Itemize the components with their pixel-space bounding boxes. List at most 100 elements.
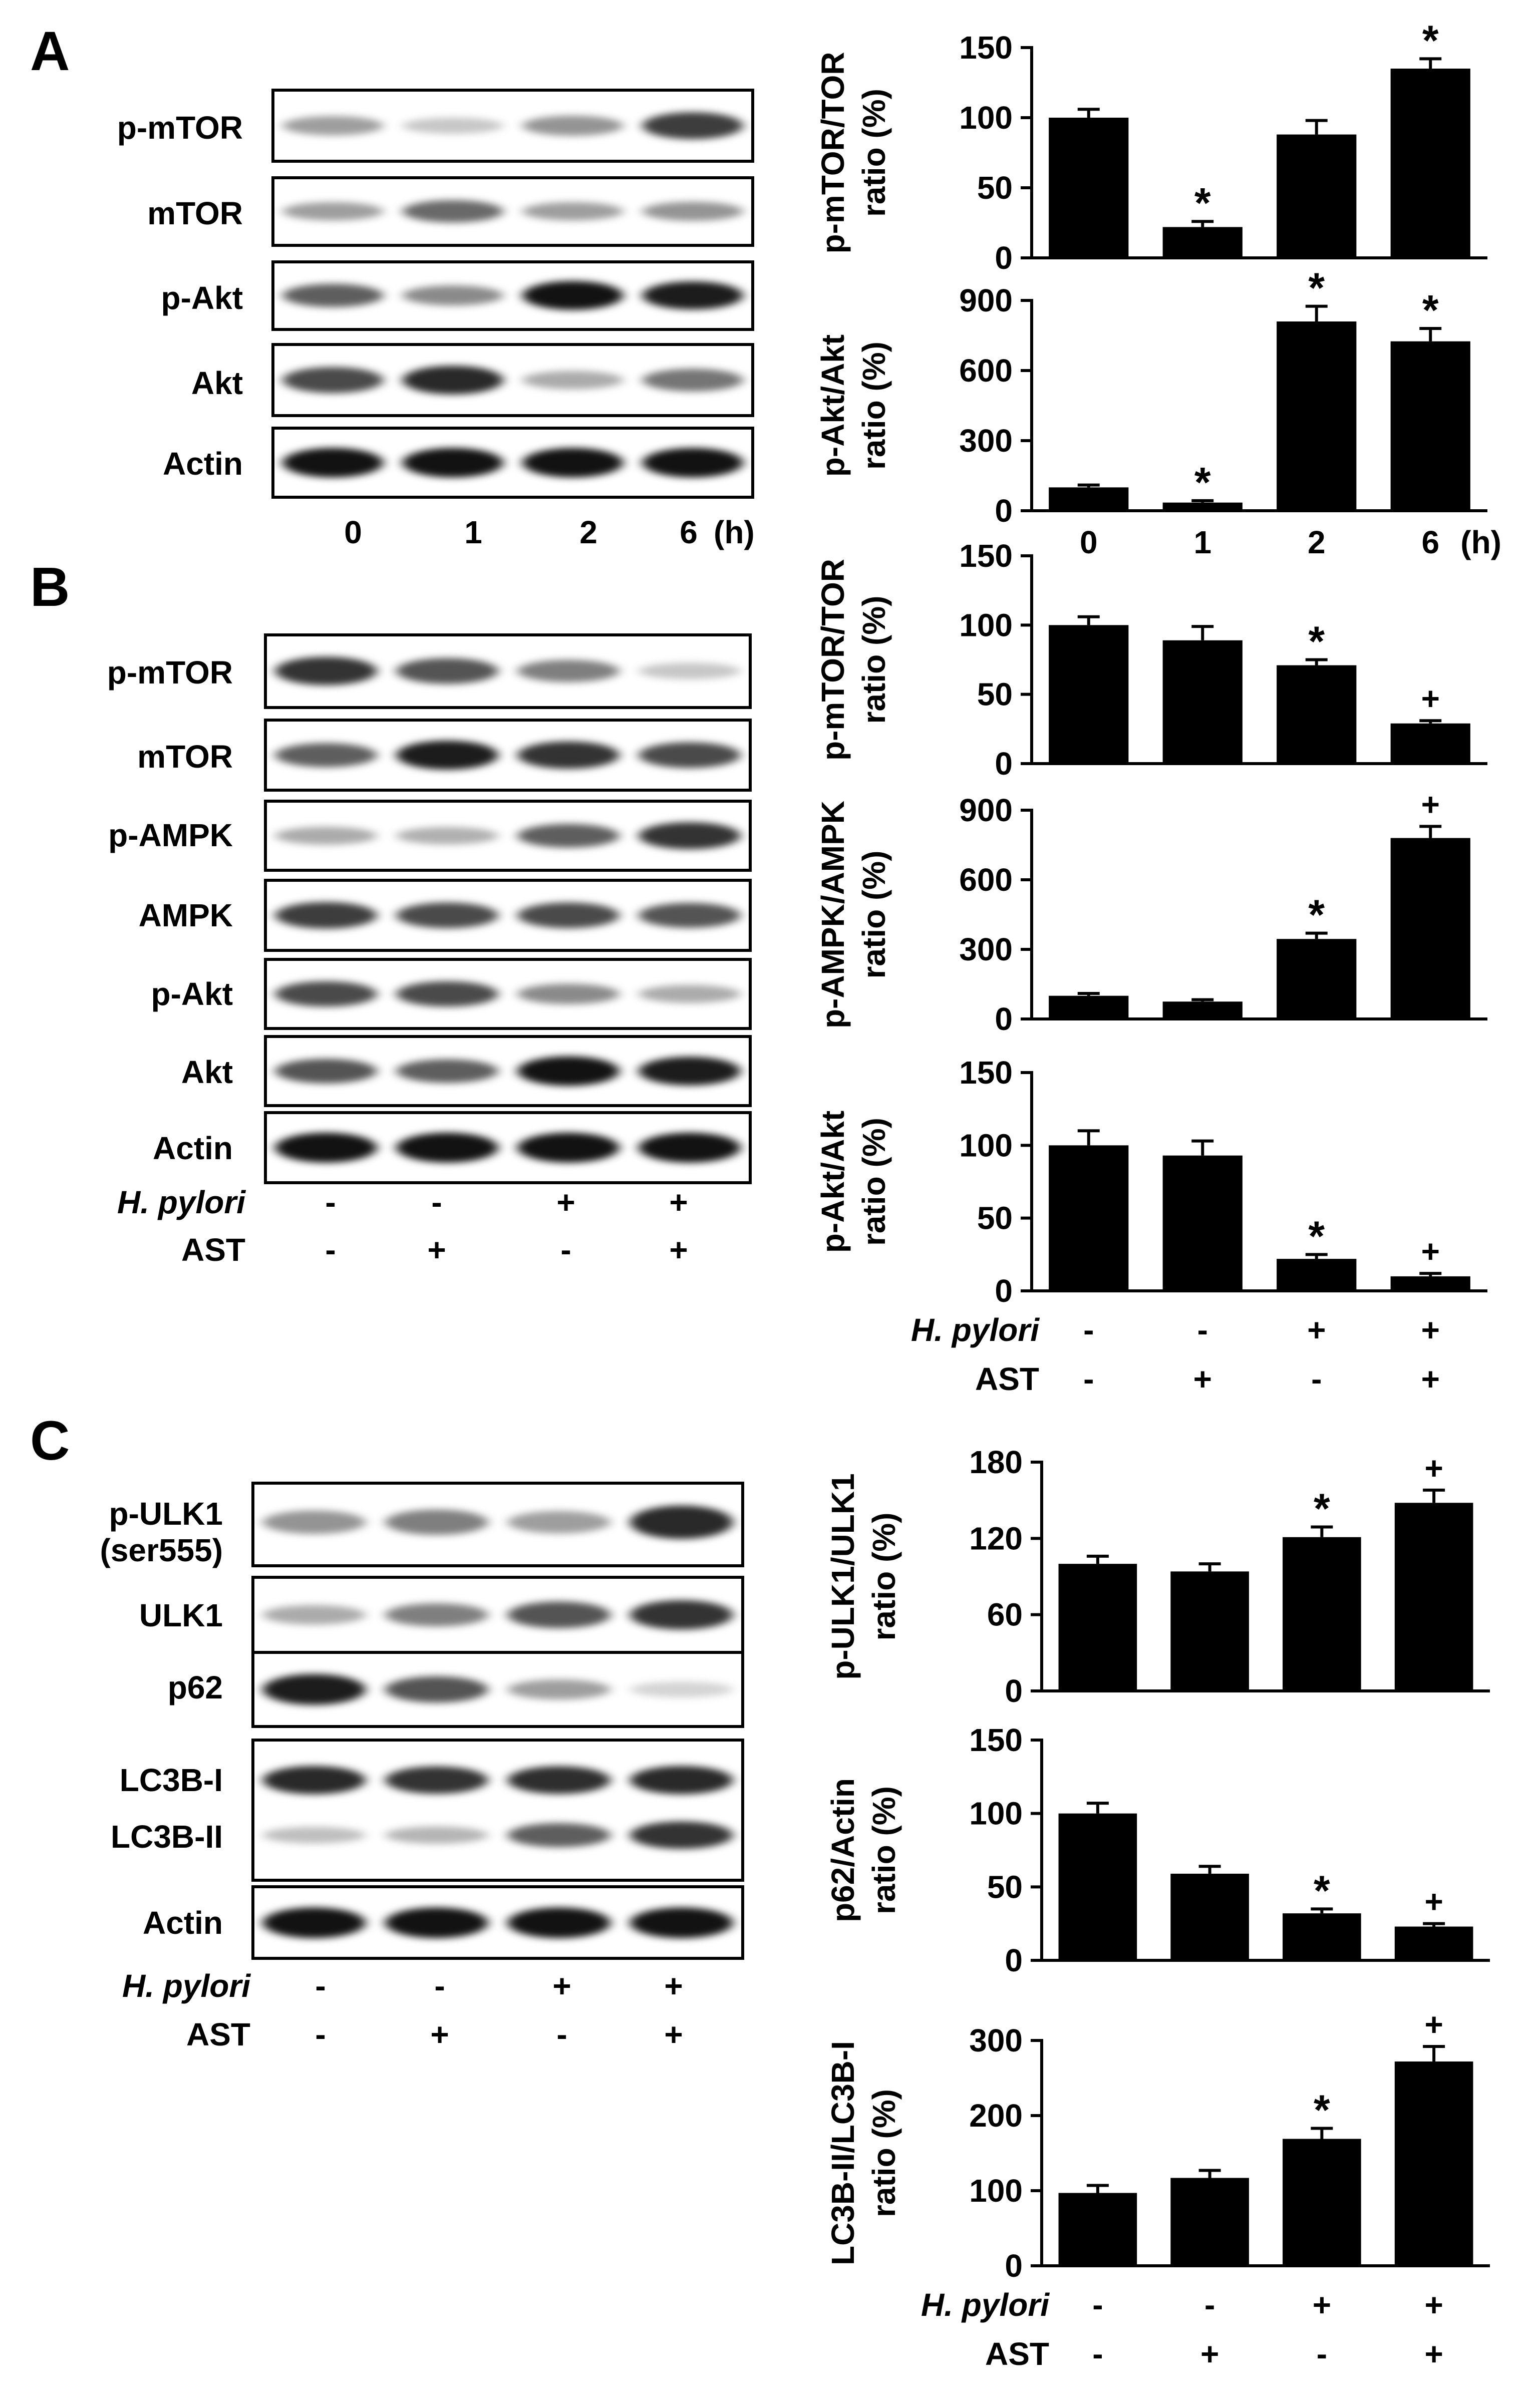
protein-band xyxy=(507,1823,610,1848)
condition-sign: - xyxy=(556,2016,567,2052)
condition-sign: - xyxy=(325,1184,336,1220)
protein-band xyxy=(630,1600,733,1630)
panel-letter-c: C xyxy=(30,1410,70,1472)
condition-label: H. pylori xyxy=(122,1968,251,2004)
bar xyxy=(1058,1564,1137,1691)
bar-chart: 0 60 120 180 p-ULK1/ULK1 ratio (%) * + xyxy=(825,1444,1490,1709)
protein-band xyxy=(630,1766,733,1795)
blot-row: p-Akt xyxy=(161,260,754,331)
y-tick-label: 0 xyxy=(995,746,1013,782)
protein-band xyxy=(396,740,498,770)
y-axis-label: ratio (%) xyxy=(856,596,892,724)
y-axis-label: ratio (%) xyxy=(856,89,892,217)
blot-frame xyxy=(264,800,752,872)
blot-label: Actin xyxy=(143,1905,223,1941)
blot-row: AMPK xyxy=(139,879,752,952)
protein-band xyxy=(275,1133,377,1163)
y-tick-label: 900 xyxy=(959,792,1013,828)
significance-asterisk: * xyxy=(1194,179,1211,226)
y-axis-label: p-Akt/Akt xyxy=(815,334,851,477)
condition-sign: - xyxy=(1092,2287,1103,2323)
protein-band xyxy=(282,448,384,478)
y-axis-label: p-ULK1/ULK1 xyxy=(825,1473,861,1679)
y-axis-label: ratio (%) xyxy=(866,1513,902,1641)
bar xyxy=(1049,487,1129,511)
y-tick-label: 180 xyxy=(969,1444,1023,1480)
protein-band xyxy=(517,902,620,928)
protein-band xyxy=(630,1821,733,1849)
y-tick-label: 100 xyxy=(969,2173,1023,2209)
protein-band xyxy=(282,116,384,136)
significance-asterisk: * xyxy=(1422,286,1439,333)
panel-letter-b: B xyxy=(30,556,70,618)
bar xyxy=(1049,1145,1129,1291)
bar xyxy=(1058,1813,1137,1960)
y-tick-label: 0 xyxy=(1005,1673,1023,1709)
condition-sign: + xyxy=(1424,2287,1443,2323)
protein-band xyxy=(402,448,503,478)
bar xyxy=(1162,502,1243,511)
bar-chart: 0 100 200 300 LC3B-II/LC3B-I ratio (%) * + H. py… xyxy=(825,2006,1490,2372)
protein-band xyxy=(522,115,624,136)
bar xyxy=(1170,1873,1249,1960)
protein-band xyxy=(522,202,624,221)
condition-sign: - xyxy=(315,1968,326,2004)
condition-sign: - xyxy=(1311,1361,1322,1397)
blot-label: p-AMPK xyxy=(108,817,233,853)
blot-label: Actin xyxy=(153,1130,233,1166)
blot-label: (ser555) xyxy=(100,1532,223,1568)
y-axis-label: p-mTOR/TOR xyxy=(815,52,851,254)
y-tick-label: 120 xyxy=(969,1520,1023,1556)
y-tick-label: 0 xyxy=(1005,1942,1023,1978)
bar xyxy=(1049,625,1129,764)
protein-band xyxy=(639,822,741,850)
condition-label: H. pylori xyxy=(911,1312,1040,1348)
protein-band xyxy=(275,981,377,1007)
protein-band xyxy=(642,201,743,221)
y-axis-label: p62/Actin xyxy=(825,1778,861,1922)
protein-band xyxy=(275,656,377,685)
y-tick-label: 300 xyxy=(969,2022,1023,2058)
significance-plus: + xyxy=(1424,2006,1443,2042)
bar-chart: 0 50 100 150 p-mTOR/TOR ratio (%) * * xyxy=(815,17,1487,276)
bar-chart: 0 50 100 150 p62/Actin ratio (%) * + xyxy=(825,1722,1490,1978)
blot-frame xyxy=(264,879,752,952)
protein-band xyxy=(642,281,743,310)
lane-label: 2 xyxy=(579,514,597,550)
blot-row: Actin xyxy=(143,1885,744,1960)
y-tick-label: 0 xyxy=(995,493,1013,529)
y-axis-label: ratio (%) xyxy=(856,1118,892,1246)
blot-label: mTOR xyxy=(147,195,243,231)
y-tick-label: 100 xyxy=(959,1127,1013,1163)
bar-chart: 0 300 600 900 p-Akt/Akt ratio (%) * * * 0 1 2 6 (h) xyxy=(815,264,1501,560)
blot-row: p62 xyxy=(168,1651,744,1728)
y-axis-label: ratio (%) xyxy=(856,851,892,979)
significance-asterisk: * xyxy=(1422,17,1439,64)
bar-chart: 0 300 600 900 p-AMPK/AMPK ratio (%) * + xyxy=(815,786,1487,1037)
y-tick-label: 50 xyxy=(977,676,1013,713)
protein-band xyxy=(507,1907,610,1938)
protein-band xyxy=(522,281,624,310)
blot-label: Actin xyxy=(163,446,243,482)
protein-band xyxy=(639,985,741,1003)
blot-label: ULK1 xyxy=(139,1597,223,1633)
bar xyxy=(1394,1503,1473,1691)
condition-label: H. pylori xyxy=(921,2287,1050,2323)
condition-sign: - xyxy=(315,2016,326,2052)
bar xyxy=(1394,1926,1473,1960)
protein-band xyxy=(402,285,503,305)
protein-band xyxy=(396,1059,498,1083)
bar xyxy=(1283,1913,1361,1960)
protein-band xyxy=(262,1827,366,1844)
protein-band xyxy=(396,981,498,1007)
condition-sign: - xyxy=(560,1232,571,1268)
condition-sign: + xyxy=(430,2016,449,2052)
condition-sign: - xyxy=(434,1968,445,2004)
protein-band xyxy=(402,366,503,395)
y-tick-label: 50 xyxy=(977,1200,1013,1236)
protein-band xyxy=(517,983,620,1004)
panel-letter-a: A xyxy=(30,21,70,82)
protein-band xyxy=(639,1133,741,1163)
x-tick-label: 6 xyxy=(1421,524,1439,560)
condition-label: AST xyxy=(181,1232,245,1268)
